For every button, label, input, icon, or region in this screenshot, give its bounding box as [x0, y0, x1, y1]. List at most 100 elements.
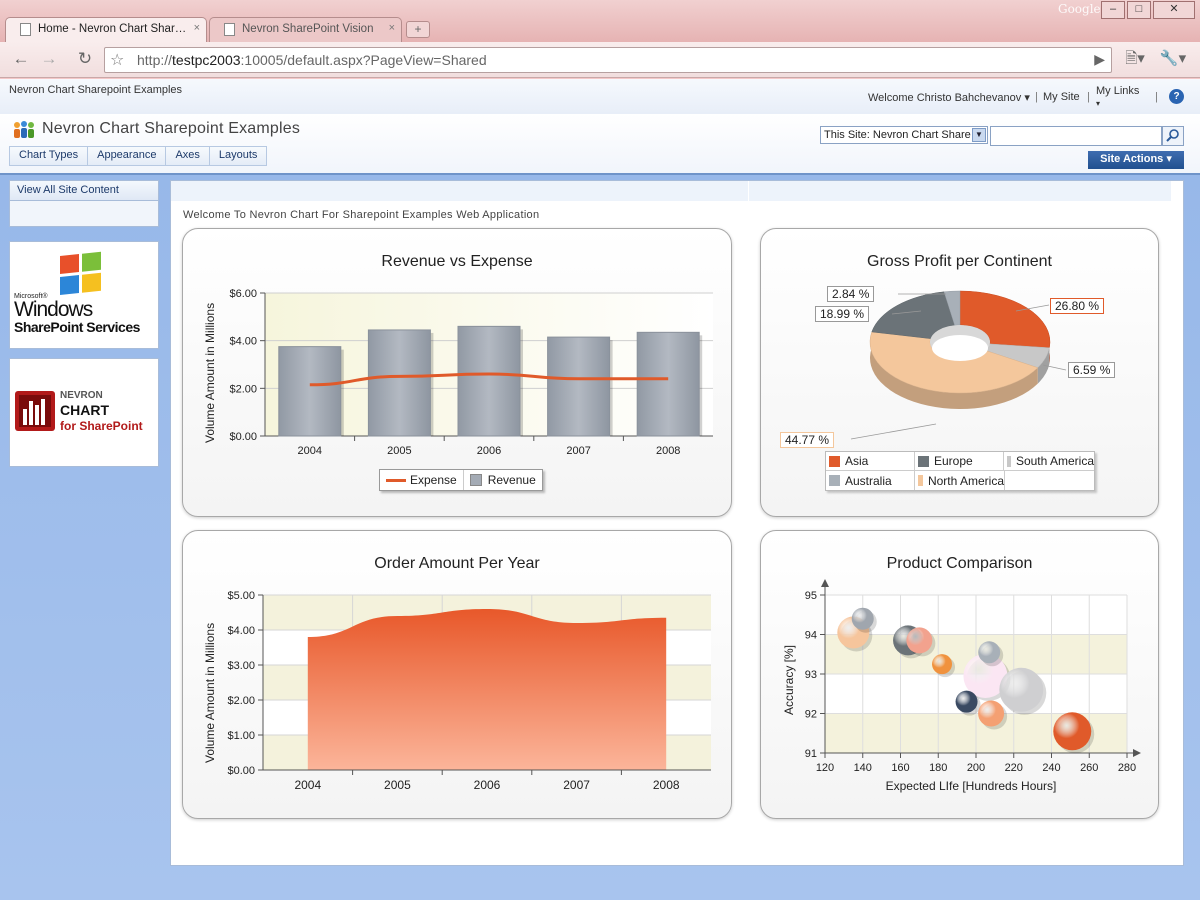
reload-icon[interactable]: ↻ [77, 49, 93, 68]
help-icon[interactable]: ? [1169, 89, 1184, 104]
header-divider [0, 173, 1200, 175]
site-title[interactable]: Nevron Chart Sharepoint Examples [42, 120, 301, 137]
search-button[interactable] [1162, 126, 1184, 146]
expense-line [309, 372, 669, 387]
site-header: Nevron Chart Sharepoint Examples Chart T… [0, 114, 1200, 174]
bubble-point [999, 667, 1044, 712]
x-tick-label: 2008 [656, 445, 680, 457]
site-actions-menu[interactable]: Site Actions ▾ [1088, 151, 1184, 169]
address-bar[interactable]: ☆ http://testpc2003:10005/default.aspx?P… [104, 47, 1112, 73]
x-tick-label: 240 [1042, 762, 1060, 774]
y-tick-label: $3.00 [227, 660, 255, 672]
tab-home[interactable]: Home - Nevron Chart Shar… × [5, 17, 207, 42]
browser-toolbar: ← → ↻ ☆ http://testpc2003:10005/default.… [0, 42, 1200, 78]
x-tick-label: 2006 [477, 445, 501, 457]
north-america-swatch [918, 475, 923, 486]
page-menu-icon[interactable]: 🗎▾ [1125, 50, 1145, 67]
x-tick-label: 260 [1080, 762, 1098, 774]
x-tick-label: 280 [1118, 762, 1136, 774]
bar-revenue [457, 325, 521, 437]
search-input[interactable] [990, 126, 1162, 146]
x-tick-label: 140 [854, 762, 872, 774]
close-tab-icon[interactable]: × [193, 22, 200, 34]
y-tick-label: $5.00 [227, 590, 255, 602]
slice-side-south-america [1037, 347, 1050, 384]
bar-revenue [367, 329, 431, 437]
y-tick-label: $2.00 [227, 695, 255, 707]
sharepoint-services-text: SharePoint Services [14, 319, 140, 335]
asia-swatch [829, 455, 840, 467]
y-tick-label: $6.00 [229, 288, 257, 300]
page-icon [20, 23, 31, 36]
global-bar: Nevron Chart Sharepoint Examples Welcome… [0, 79, 1200, 114]
y-tick-label: $4.00 [229, 336, 257, 348]
sharepoint-page: Nevron Chart Sharepoint Examples Welcome… [0, 79, 1200, 900]
bar-revenue [278, 346, 342, 437]
tab-home-label: Home - Nevron Chart Shar… [38, 23, 187, 35]
site-people-icon [14, 121, 34, 138]
revenue-expense-chart: Revenue vs Expense Volume Amount in Mill… [182, 228, 732, 517]
search-icon [1166, 129, 1179, 142]
page-icon [224, 23, 235, 36]
x-tick-label: 160 [891, 762, 909, 774]
my-site-link[interactable]: My Site [1043, 91, 1080, 103]
windows-logo-small: Microsoft® [14, 293, 48, 300]
url-text: http://testpc2003:10005/default.aspx?Pag… [137, 52, 487, 68]
nevron-chart-icon [15, 391, 55, 431]
y-tick-label: 93 [805, 669, 817, 681]
search-scope-select[interactable]: This Site: Nevron Chart Share ▼ [820, 126, 988, 144]
bubble-point [963, 653, 1008, 698]
slice-side-north-america [870, 331, 1038, 409]
minimize-button[interactable]: – [1101, 1, 1125, 19]
topnav-appearance[interactable]: Appearance [88, 147, 167, 165]
legend-item-europe: Europe [915, 452, 1004, 470]
divider: | [1035, 91, 1038, 103]
chevron-down-icon: ▼ [972, 128, 986, 142]
chart-title: Gross Profit per Continent [867, 253, 1052, 270]
gross-profit-chart: Gross Profit per Continent 2.84 % 18.99 … [760, 228, 1159, 517]
go-icon[interactable]: ▶ [1094, 51, 1105, 67]
legend-item-south-america: South America [1004, 452, 1094, 470]
wrench-menu-icon[interactable]: 🔧▾ [1159, 50, 1187, 67]
welcome-menu[interactable]: Welcome Christo Bahchevanov ▾ [868, 92, 1030, 104]
bar-revenue [547, 336, 611, 437]
view-all-site-content-link[interactable]: View All Site Content [10, 181, 158, 201]
y-tick-label: 91 [805, 748, 817, 760]
x-tick-label: 2004 [294, 778, 321, 792]
chart-title: Product Comparison [886, 555, 1033, 572]
site-breadcrumb[interactable]: Nevron Chart Sharepoint Examples [9, 84, 183, 96]
search-scope-value: This Site: Nevron Chart Share [824, 129, 971, 141]
x-tick-label: 180 [929, 762, 947, 774]
topnav-layouts[interactable]: Layouts [218, 149, 258, 161]
nevron-chart-logo: NEVRON CHART for SharePoint [9, 358, 159, 467]
back-icon[interactable]: ← [12, 49, 30, 68]
bookmark-star-icon[interactable]: ☆ [110, 52, 125, 69]
close-window-button[interactable]: ✕ [1153, 1, 1195, 19]
y-axis-arrow [821, 579, 829, 587]
maximize-button[interactable]: □ [1127, 1, 1151, 19]
x-tick-label: 2006 [474, 778, 501, 792]
pie-leader-line [1015, 304, 1050, 312]
close-tab-icon[interactable]: × [388, 22, 395, 34]
legend-item-revenue: Revenue [464, 470, 542, 490]
chart-legend: Expense Revenue [379, 469, 543, 491]
australia-swatch [829, 475, 840, 486]
europe-swatch [918, 455, 929, 467]
new-tab-button[interactable]: + [406, 21, 430, 38]
x-tick-label: 2008 [653, 778, 680, 792]
tab-vision[interactable]: Nevron SharePoint Vision × [209, 17, 402, 42]
x-tick-label: 2005 [384, 778, 411, 792]
topnav-chart-types[interactable]: Chart Types [10, 147, 89, 165]
bubble-point [978, 641, 1001, 664]
pie-label-south-america: 6.59 % [1068, 362, 1116, 378]
bubble-point [955, 690, 978, 713]
topnav-axes[interactable]: Axes [166, 147, 210, 165]
x-axis-arrow [1133, 749, 1141, 757]
pie-label-asia: 26.80 % [1050, 298, 1105, 314]
x-tick-label: 2005 [387, 445, 411, 457]
my-links-menu[interactable]: My Links ▾ [1096, 85, 1140, 108]
legend-item-australia: Australia [826, 471, 915, 490]
forward-icon[interactable]: → [40, 49, 58, 68]
top-navigation: Chart Types Appearance Axes Layouts [9, 146, 268, 166]
divider: | [1155, 91, 1158, 103]
